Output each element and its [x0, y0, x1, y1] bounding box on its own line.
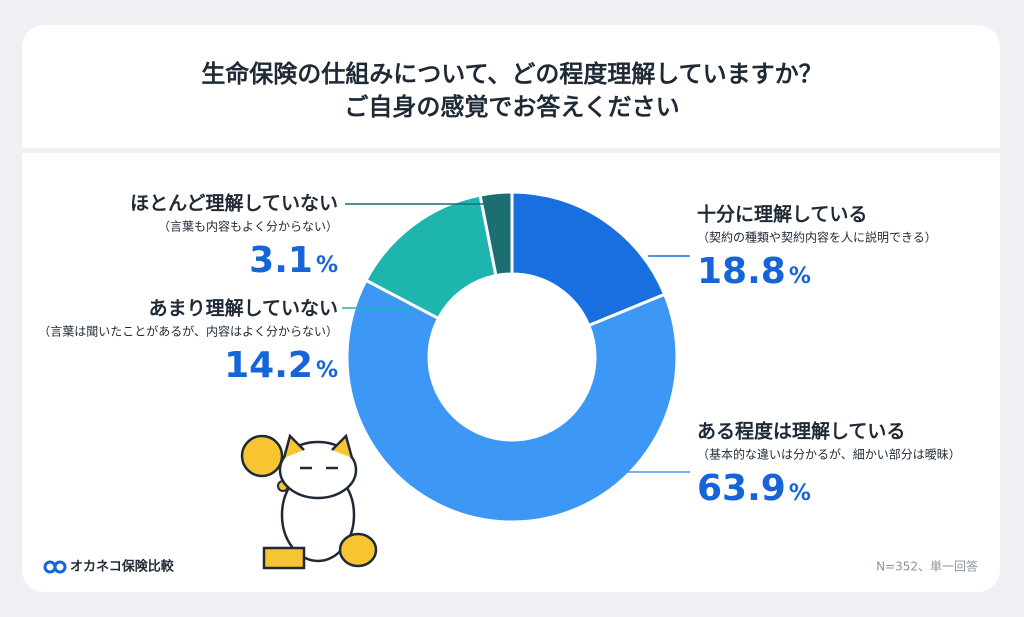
value-label: 18.8	[697, 251, 786, 292]
brand: オカネコ保険比較	[70, 559, 175, 575]
chart-title: ご自身の感覚でお答えください	[344, 93, 679, 121]
donut-slice	[478, 190, 514, 278]
value-unit: %	[789, 481, 811, 506]
cat-illustration	[240, 433, 378, 570]
category-description: （契約の種類や契約内容を人に説明できる）	[697, 230, 937, 245]
divider	[22, 148, 1000, 153]
category-label: ある程度は理解している	[697, 420, 905, 443]
value-label: 14.2	[224, 345, 313, 386]
donut-slice	[345, 278, 679, 524]
category-label: あまり理解していない	[149, 297, 338, 320]
chart-title: 生命保険の仕組みについて、どの程度理解していますか？	[201, 60, 822, 88]
note: N=352、単一回答	[876, 559, 978, 574]
value-unit: %	[316, 253, 338, 278]
category-label: 十分に理解している	[697, 203, 867, 226]
value-label: 63.9	[697, 468, 786, 509]
value-unit: %	[316, 358, 338, 383]
category-description: （言葉は聞いたことがあるが、内容はよく分からない）	[38, 324, 338, 339]
category-description: （言葉も内容もよく分からない）	[158, 219, 338, 234]
donut-slice	[510, 190, 667, 328]
category-description: （基本的な違いは分かるが、細かい部分は曖昧）	[697, 447, 961, 462]
brand-logo	[43, 560, 67, 574]
value-label: 3.1	[249, 240, 313, 281]
value-unit: %	[789, 264, 811, 289]
category-label: ほとんど理解していない	[130, 192, 338, 215]
